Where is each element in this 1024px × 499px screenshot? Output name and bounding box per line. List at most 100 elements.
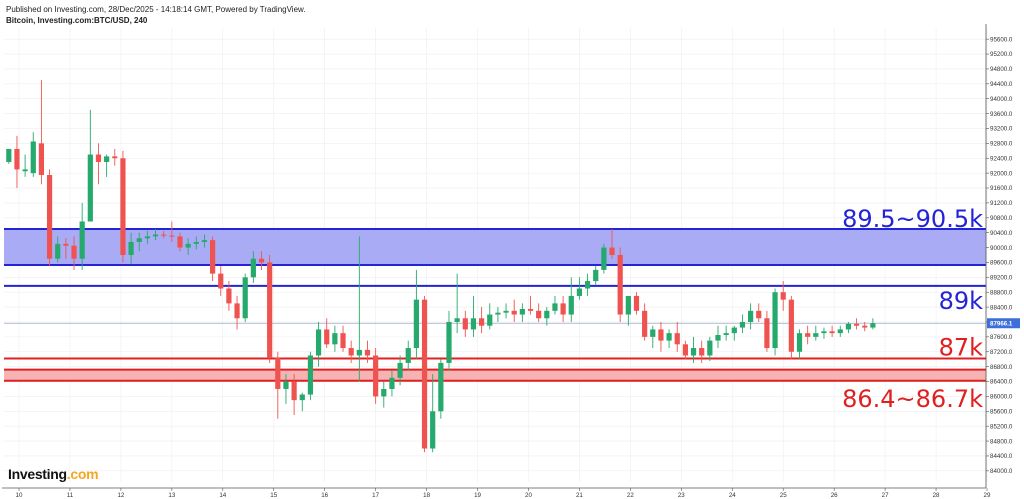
candle-body xyxy=(829,331,835,334)
y-tick-label: 92800.0 xyxy=(990,141,1013,148)
candle-body xyxy=(707,340,713,356)
candle-body xyxy=(715,335,721,341)
y-tick-label: 90800.0 xyxy=(990,215,1013,222)
candle-body xyxy=(136,238,142,242)
candle-body xyxy=(446,321,452,363)
candle-body xyxy=(853,323,860,326)
candle-body xyxy=(389,377,395,389)
candle-body xyxy=(805,333,811,337)
x-tick-label: 13 xyxy=(168,492,175,499)
x-tick-label: 17 xyxy=(372,492,379,499)
x-tick-label: 15 xyxy=(270,492,277,499)
y-tick-label: 91200.0 xyxy=(990,200,1013,207)
candle-body xyxy=(14,148,20,170)
candle-body xyxy=(748,310,754,322)
candle-body xyxy=(22,169,28,172)
x-tick-label: 25 xyxy=(780,492,787,499)
candle-body xyxy=(258,258,265,263)
candle-body xyxy=(699,348,705,356)
candle-body xyxy=(495,312,501,315)
candle-body xyxy=(95,154,102,162)
candle-body xyxy=(788,299,794,352)
candle-body xyxy=(625,295,631,315)
candle-body xyxy=(185,243,191,248)
y-tick-label: 86400.0 xyxy=(990,379,1013,386)
candle-body xyxy=(527,308,534,311)
candle-body xyxy=(658,329,664,341)
candle-body xyxy=(120,158,126,255)
published-line: Published on Investing.com, 28/Dec/2025 … xyxy=(6,5,306,14)
candle-body xyxy=(161,234,167,236)
candle-body xyxy=(739,321,746,328)
candle-body xyxy=(731,327,737,334)
candle-body xyxy=(307,355,314,395)
candle-body xyxy=(633,295,640,311)
candle-body xyxy=(201,240,208,242)
x-tick-label: 26 xyxy=(831,492,838,499)
y-tick-label: 94800.0 xyxy=(990,66,1013,73)
zone-labels: 89.5~90.5k 89k 87k 86.4~86.7k xyxy=(842,205,983,413)
x-tick-label: 11 xyxy=(67,492,74,499)
y-tick-label: 94400.0 xyxy=(990,81,1013,88)
candle-body xyxy=(837,329,843,334)
candle-body xyxy=(421,299,428,449)
candle-body xyxy=(283,381,289,389)
x-tick-label: 12 xyxy=(117,492,124,499)
candle-body xyxy=(324,329,330,345)
candle-body xyxy=(430,411,436,449)
candle-body xyxy=(503,310,509,313)
y-tick-label: 84000.0 xyxy=(990,468,1013,475)
candle-body xyxy=(568,295,574,315)
axes: 95600.0 95200.0 94800.0 94400.0 94000.0 93600… xyxy=(2,24,1020,499)
zone-label: 87k xyxy=(939,333,984,361)
y-tick-label: 93200.0 xyxy=(990,126,1013,133)
candle-body xyxy=(674,333,680,345)
candle-body xyxy=(511,310,517,315)
candle-body xyxy=(177,236,183,248)
candle-body xyxy=(617,255,623,315)
candle-body xyxy=(609,247,615,255)
x-tick-label: 28 xyxy=(933,492,940,499)
candle-body xyxy=(79,221,85,259)
candle-body xyxy=(381,388,387,397)
candle-body xyxy=(128,241,134,255)
candle-body xyxy=(584,281,591,289)
candle-body xyxy=(764,318,770,349)
current-price-label: 87966.1 xyxy=(990,321,1013,328)
candle-body xyxy=(796,333,803,352)
x-tick-label: 14 xyxy=(219,492,226,499)
candle-body xyxy=(104,156,110,162)
zone-band xyxy=(4,228,986,266)
zone-label: 89.5~90.5k xyxy=(842,205,983,233)
candle-body xyxy=(55,243,61,259)
candle-body xyxy=(552,303,558,311)
zone-label: 89k xyxy=(939,287,984,315)
candle-body xyxy=(234,303,240,319)
candle-body xyxy=(642,310,648,337)
candle-body xyxy=(593,269,599,282)
candle-body xyxy=(462,318,468,330)
candle-body xyxy=(226,288,232,304)
x-tick-label: 27 xyxy=(882,492,889,499)
candle-body xyxy=(373,355,379,397)
y-tick-label: 86000.0 xyxy=(990,394,1013,401)
zone-band xyxy=(4,369,986,381)
y-tick-label: 88800.0 xyxy=(990,289,1013,296)
candle-body xyxy=(666,333,672,341)
candle-body xyxy=(71,245,77,259)
candle-body xyxy=(723,333,729,336)
candle-body xyxy=(210,240,216,274)
candle-body xyxy=(601,247,607,270)
y-tick-label: 89600.0 xyxy=(990,260,1013,267)
candle-body xyxy=(46,174,53,259)
candle-body xyxy=(299,394,305,401)
y-tick-label: 94000.0 xyxy=(990,96,1013,103)
current-price-tag xyxy=(987,318,1020,329)
symbol-line: Bitcoin, Investing.com:BTC/USD, 240 xyxy=(6,16,148,25)
candle-body xyxy=(845,323,852,330)
y-tick-label: 88400.0 xyxy=(990,304,1013,311)
candle-body xyxy=(144,236,150,239)
candle-body xyxy=(536,310,542,319)
y-tick-label: 90400.0 xyxy=(990,230,1013,237)
investing-logo: Investing.com xyxy=(8,466,99,482)
